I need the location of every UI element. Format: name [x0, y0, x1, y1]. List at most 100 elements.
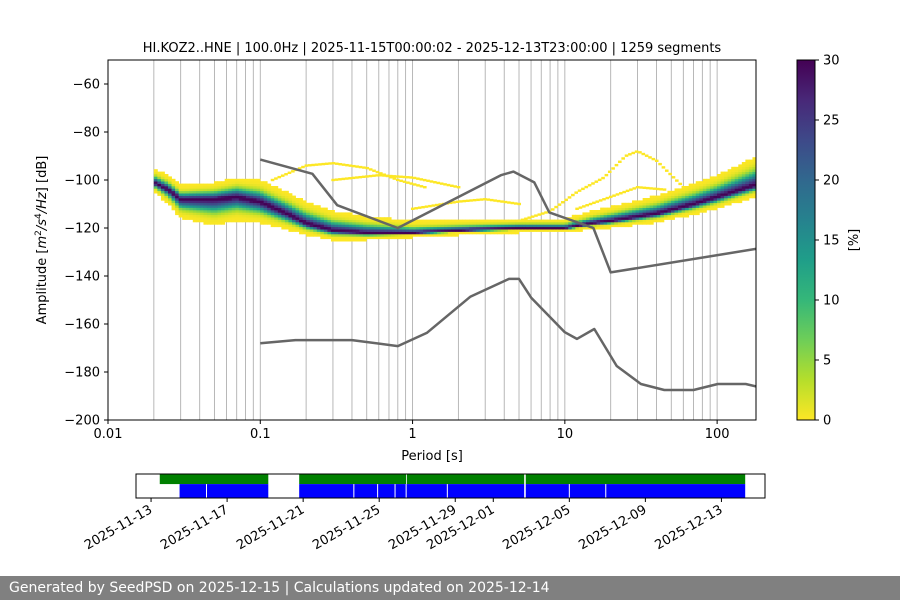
heatmap-cell [699, 195, 704, 199]
heatmap-cell [380, 236, 385, 240]
heatmap-cell [642, 186, 647, 189]
heatmap-cell [709, 188, 714, 192]
heatmap-cell [196, 207, 201, 211]
heatmap-cell [660, 207, 665, 211]
heatmap-cell [267, 186, 272, 189]
heatmap-cell [469, 224, 474, 228]
heatmap-cell [695, 195, 700, 199]
heatmap-cell [635, 217, 640, 220]
heatmap-cell [667, 195, 672, 199]
heatmap-cell [741, 166, 746, 170]
heatmap-cell [249, 200, 254, 204]
noise-model-low [260, 277, 756, 392]
heatmap-cell [253, 178, 257, 182]
heatmap-cell [288, 207, 293, 211]
heatmap-cell [585, 214, 590, 218]
heatmap-cell [387, 234, 392, 237]
heatmap-cell [515, 226, 520, 230]
heatmap-cell [444, 222, 449, 225]
heatmap-cell [692, 198, 697, 201]
heatmap-cell [430, 231, 435, 235]
heatmap-cell [458, 229, 463, 232]
heatmap-cell [231, 195, 236, 199]
heatmap-cell [685, 188, 690, 192]
heatmap-cell [299, 222, 304, 225]
heatmap-cell [617, 217, 622, 220]
heatmap-cell [734, 169, 739, 172]
heatmap-cell [302, 214, 307, 218]
heatmap-cell [713, 193, 718, 196]
heatmap-cell [518, 226, 523, 230]
heatmap-cell [662, 188, 667, 191]
heatmap-cell [203, 188, 208, 192]
heatmap-cell [610, 210, 615, 213]
heatmap-cell [311, 163, 315, 167]
heatmap-cell [564, 219, 569, 223]
heatmap-cell [596, 226, 601, 230]
heatmap-cell [667, 198, 672, 201]
heatmap-cell [444, 224, 449, 228]
heatmap-cell [253, 186, 257, 189]
heatmap-cell [299, 200, 304, 204]
heatmap-cell [692, 195, 697, 199]
heatmap-cell [263, 219, 268, 223]
heatmap-cell [242, 198, 247, 201]
heatmap-cell [175, 193, 180, 196]
heatmap-cell [486, 198, 491, 201]
heatmap-cell [405, 231, 410, 235]
heatmap-cell [600, 207, 605, 211]
heatmap-cell [454, 226, 459, 230]
heatmap-cell [358, 175, 363, 179]
heatmap-cell [451, 219, 456, 223]
heatmap-cell [667, 214, 672, 218]
heatmap-cell [517, 202, 522, 206]
heatmap-cell [323, 236, 328, 240]
heatmap-cell [430, 234, 435, 237]
heatmap-cell [299, 219, 304, 223]
heatmap-cell [348, 217, 353, 220]
heatmap-cell [660, 205, 665, 208]
heatmap-cell [277, 200, 282, 204]
heatmap-cell [741, 193, 746, 196]
heatmap-cell [295, 200, 300, 204]
heatmap-cell [320, 234, 325, 237]
heatmap-cell [585, 217, 590, 220]
heatmap-cell [274, 207, 279, 211]
heatmap-cell [738, 186, 743, 189]
heatmap-cell [593, 224, 598, 228]
heatmap-cell [550, 224, 555, 228]
heatmap-cell [277, 198, 282, 201]
heatmap-cell [164, 178, 169, 182]
heatmap-cell [274, 195, 279, 199]
heatmap-cell [621, 219, 626, 223]
heatmap-cell [224, 181, 229, 184]
heatmap-cell [433, 231, 438, 235]
heatmap-cell [318, 163, 322, 166]
heatmap-cell [306, 222, 311, 225]
heatmap-cell [571, 224, 576, 228]
heatmap-cell [245, 214, 250, 218]
heatmap-cell [366, 219, 371, 223]
heatmap-cell [391, 234, 396, 237]
heatmap-cell [284, 219, 289, 223]
heatmap-cell [454, 224, 459, 228]
heatmap-cell [253, 200, 257, 204]
heatmap-cell [497, 224, 502, 228]
heatmap-cell [554, 205, 558, 209]
heatmap-cell [405, 236, 410, 240]
heatmap-cell [667, 205, 672, 208]
heatmap-cell [263, 195, 268, 199]
heatmap-cell [335, 162, 339, 165]
heatmap-cell [291, 222, 296, 225]
heatmap-cell [574, 191, 579, 194]
heatmap-cell [713, 195, 718, 199]
heatmap-cell [564, 224, 569, 228]
heatmap-cell [153, 186, 158, 189]
heatmap-cell [628, 222, 633, 225]
heatmap-cell [459, 200, 463, 203]
heatmap-cell [557, 222, 562, 225]
heatmap-cell [309, 207, 314, 211]
heatmap-cell [228, 205, 233, 208]
heatmap-cell [702, 186, 707, 189]
heatmap-cell [330, 234, 335, 237]
